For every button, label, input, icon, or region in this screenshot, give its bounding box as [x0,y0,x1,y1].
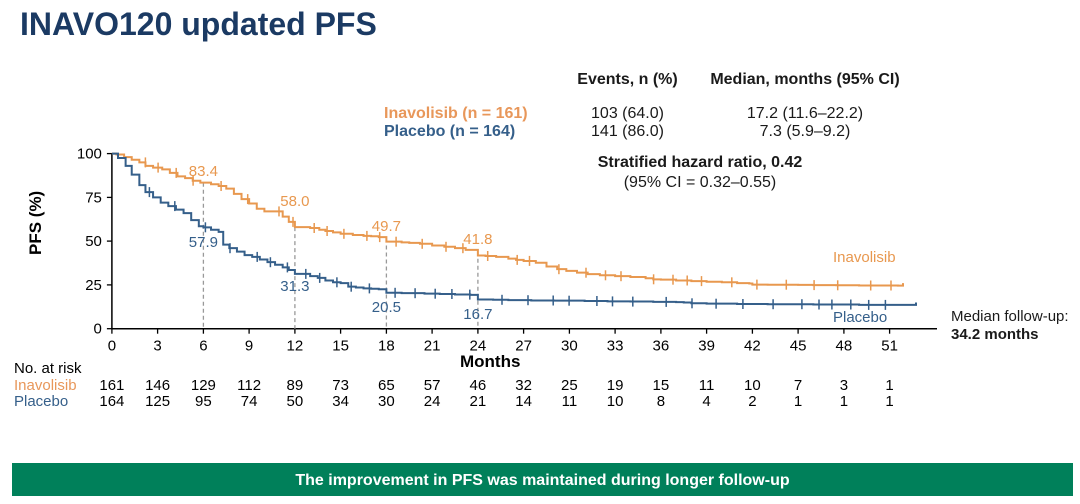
svg-text:0: 0 [108,338,116,355]
svg-text:25: 25 [85,277,102,294]
svg-text:20.5: 20.5 [372,299,401,316]
svg-text:45: 45 [790,338,807,355]
svg-text:51: 51 [881,338,898,355]
svg-text:Inavolisib: Inavolisib [833,249,896,266]
svg-text:9: 9 [245,338,253,355]
svg-text:57.9: 57.9 [189,234,218,251]
svg-text:0: 0 [94,321,102,338]
svg-text:75: 75 [85,189,102,206]
svg-text:58.0: 58.0 [280,193,309,210]
svg-text:3: 3 [153,338,161,355]
svg-text:39: 39 [698,338,715,355]
svg-text:31.3: 31.3 [280,278,309,295]
svg-text:21: 21 [424,338,441,355]
svg-text:30: 30 [561,338,578,355]
svg-text:41.8: 41.8 [463,231,492,248]
svg-text:48: 48 [836,338,853,355]
svg-text:12: 12 [287,338,304,355]
svg-text:50: 50 [85,233,102,250]
svg-text:49.7: 49.7 [372,218,401,235]
svg-text:6: 6 [199,338,207,355]
svg-text:15: 15 [332,338,349,355]
svg-text:100: 100 [77,146,102,163]
svg-text:Placebo: Placebo [833,309,887,326]
svg-text:83.4: 83.4 [189,163,218,180]
svg-text:36: 36 [653,338,670,355]
svg-text:33: 33 [607,338,624,355]
svg-text:42: 42 [744,338,761,355]
svg-text:18: 18 [378,338,395,355]
svg-text:16.7: 16.7 [463,306,492,323]
